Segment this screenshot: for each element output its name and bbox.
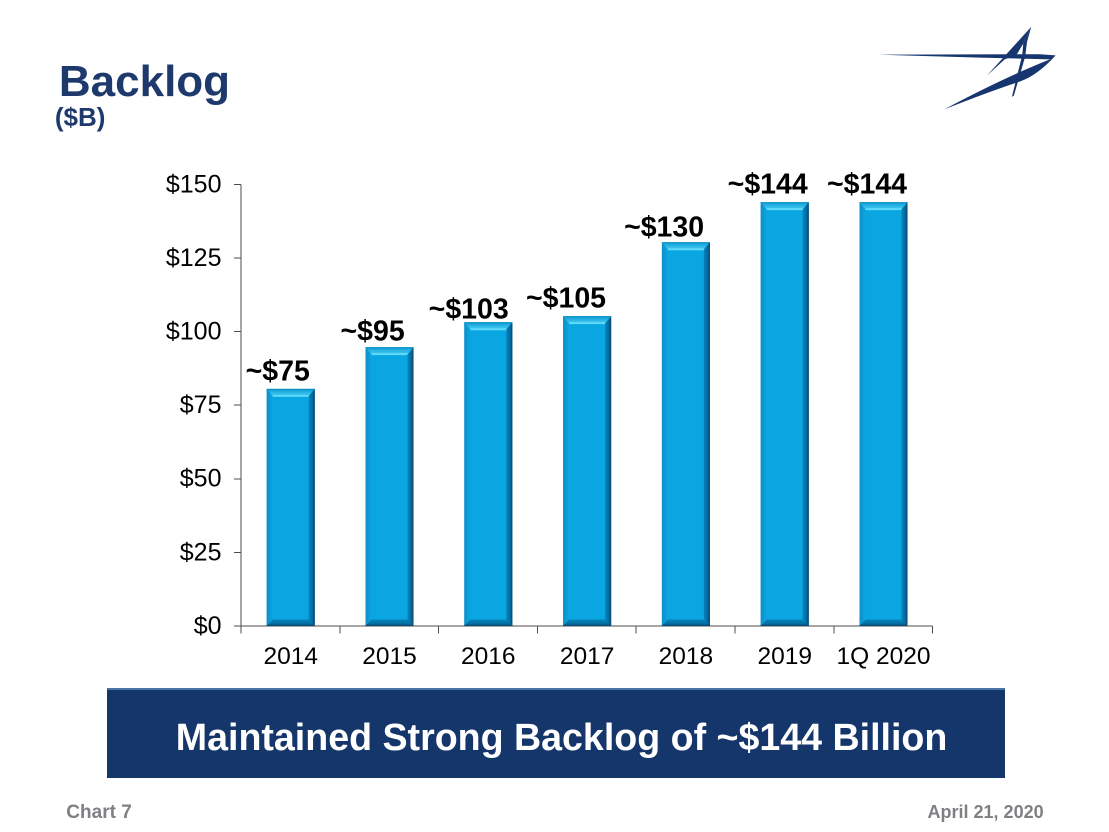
svg-text:~$105: ~$105 xyxy=(526,283,606,315)
svg-text:1Q 2020: 1Q 2020 xyxy=(837,643,931,670)
svg-text:2017: 2017 xyxy=(560,643,615,670)
svg-text:~$95: ~$95 xyxy=(340,316,404,348)
svg-text:2014: 2014 xyxy=(263,643,318,670)
svg-text:$150: $150 xyxy=(166,170,222,198)
svg-text:$0: $0 xyxy=(194,612,222,640)
svg-text:$100: $100 xyxy=(166,318,222,346)
svg-text:~$144: ~$144 xyxy=(827,168,907,200)
svg-text:~$144: ~$144 xyxy=(728,168,808,200)
svg-text:2019: 2019 xyxy=(757,643,812,670)
svg-text:$75: $75 xyxy=(180,391,222,419)
svg-text:$50: $50 xyxy=(180,465,222,493)
svg-text:2015: 2015 xyxy=(362,643,417,670)
svg-text:~$103: ~$103 xyxy=(429,294,509,326)
svg-text:2018: 2018 xyxy=(659,643,714,670)
svg-text:~$75: ~$75 xyxy=(246,356,310,388)
svg-text:2016: 2016 xyxy=(461,643,516,670)
svg-text:$125: $125 xyxy=(166,244,222,272)
svg-text:$25: $25 xyxy=(180,538,222,566)
svg-text:~$130: ~$130 xyxy=(624,211,704,243)
